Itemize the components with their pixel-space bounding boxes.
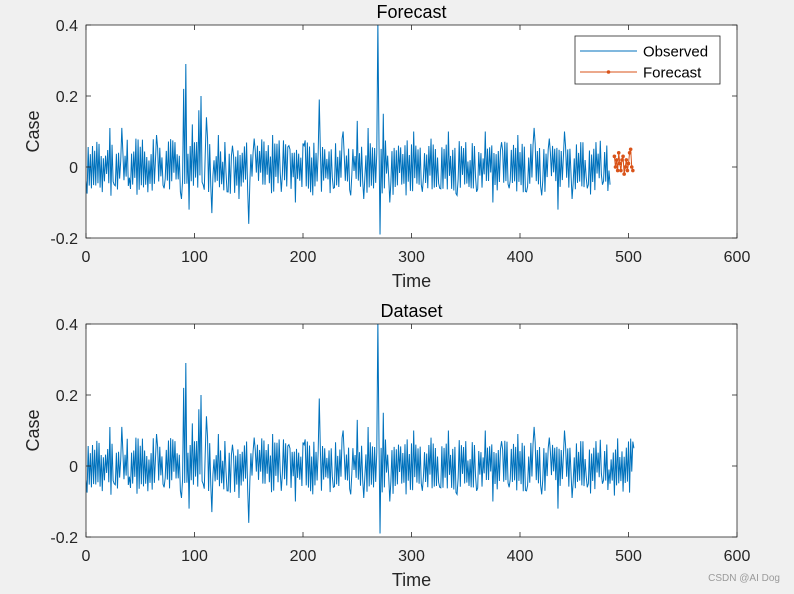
legend-box: [574, 35, 721, 85]
forecast-point: [618, 161, 622, 166]
y-tick-label: -0.2: [50, 530, 78, 547]
y-axis-label: Case: [23, 110, 43, 152]
forecast-point: [625, 168, 630, 173]
forecast-point: [622, 172, 626, 176]
forecast-point: [623, 165, 628, 169]
x-tick-label: 100: [181, 548, 208, 565]
y-tick-label: 0.4: [56, 317, 78, 334]
forecast-point: [619, 168, 623, 173]
chart-title: Dataset: [380, 301, 442, 321]
forecast-point: [624, 158, 629, 162]
forecast-point: [627, 151, 632, 155]
x-tick-label: 0: [82, 548, 91, 565]
y-tick-label: 0.2: [56, 388, 78, 405]
x-tick-label: 200: [290, 249, 317, 266]
forecast-point: [628, 147, 633, 152]
x-tick-label: 200: [290, 548, 317, 565]
watermark: CSDN @AI Dog: [708, 573, 780, 584]
series-line-observed: [86, 25, 611, 235]
forecast-point: [629, 165, 634, 169]
x-tick-label: 500: [615, 548, 642, 565]
y-axis-label: Case: [23, 409, 43, 451]
x-tick-label: 600: [724, 249, 751, 266]
x-tick-label: 400: [507, 548, 534, 565]
forecast-point: [631, 168, 635, 173]
legend-label-observed: Observed: [643, 44, 708, 61]
chart-2: 0 100 200 300 400 500 600-0.200.20.4DatasetTim…: [23, 301, 750, 590]
y-tick-label: 0.2: [56, 89, 78, 106]
legend-label-forecast: Forecast: [643, 65, 702, 82]
x-tick-label: 600: [724, 548, 751, 565]
x-axis-label: Time: [392, 570, 431, 590]
chart-title: Forecast: [376, 2, 446, 22]
x-tick-label: 0: [82, 249, 91, 266]
x-tick-label: 300: [398, 548, 425, 565]
x-tick-label: 400: [507, 249, 534, 266]
plot-area: [86, 324, 737, 537]
forecast-point: [614, 158, 619, 162]
y-tick-label: -0.2: [50, 231, 78, 248]
chart-1: 0 100 200 300 400 500 600-0.200.20.4ForecastTi…: [23, 2, 750, 291]
forecast-point: [615, 168, 620, 173]
forecast-point: [621, 154, 625, 159]
forecast-point: [612, 154, 617, 159]
y-tick-label: 0: [69, 160, 78, 177]
forecast-point: [626, 161, 631, 166]
forecast-point: [613, 165, 618, 169]
x-tick-label: 300: [398, 249, 425, 266]
x-tick-label: 500: [615, 249, 642, 266]
forecast-point: [616, 151, 621, 155]
legend: Observed Forecast: [574, 35, 721, 85]
y-tick-label: 0: [69, 459, 78, 476]
y-tick-label: 0.4: [56, 18, 78, 35]
x-axis-label: Time: [392, 271, 431, 291]
series-line-series-1: [86, 324, 635, 534]
x-tick-label: 100: [181, 249, 208, 266]
legend-marker: [606, 70, 611, 74]
forecast-point: [620, 158, 624, 162]
